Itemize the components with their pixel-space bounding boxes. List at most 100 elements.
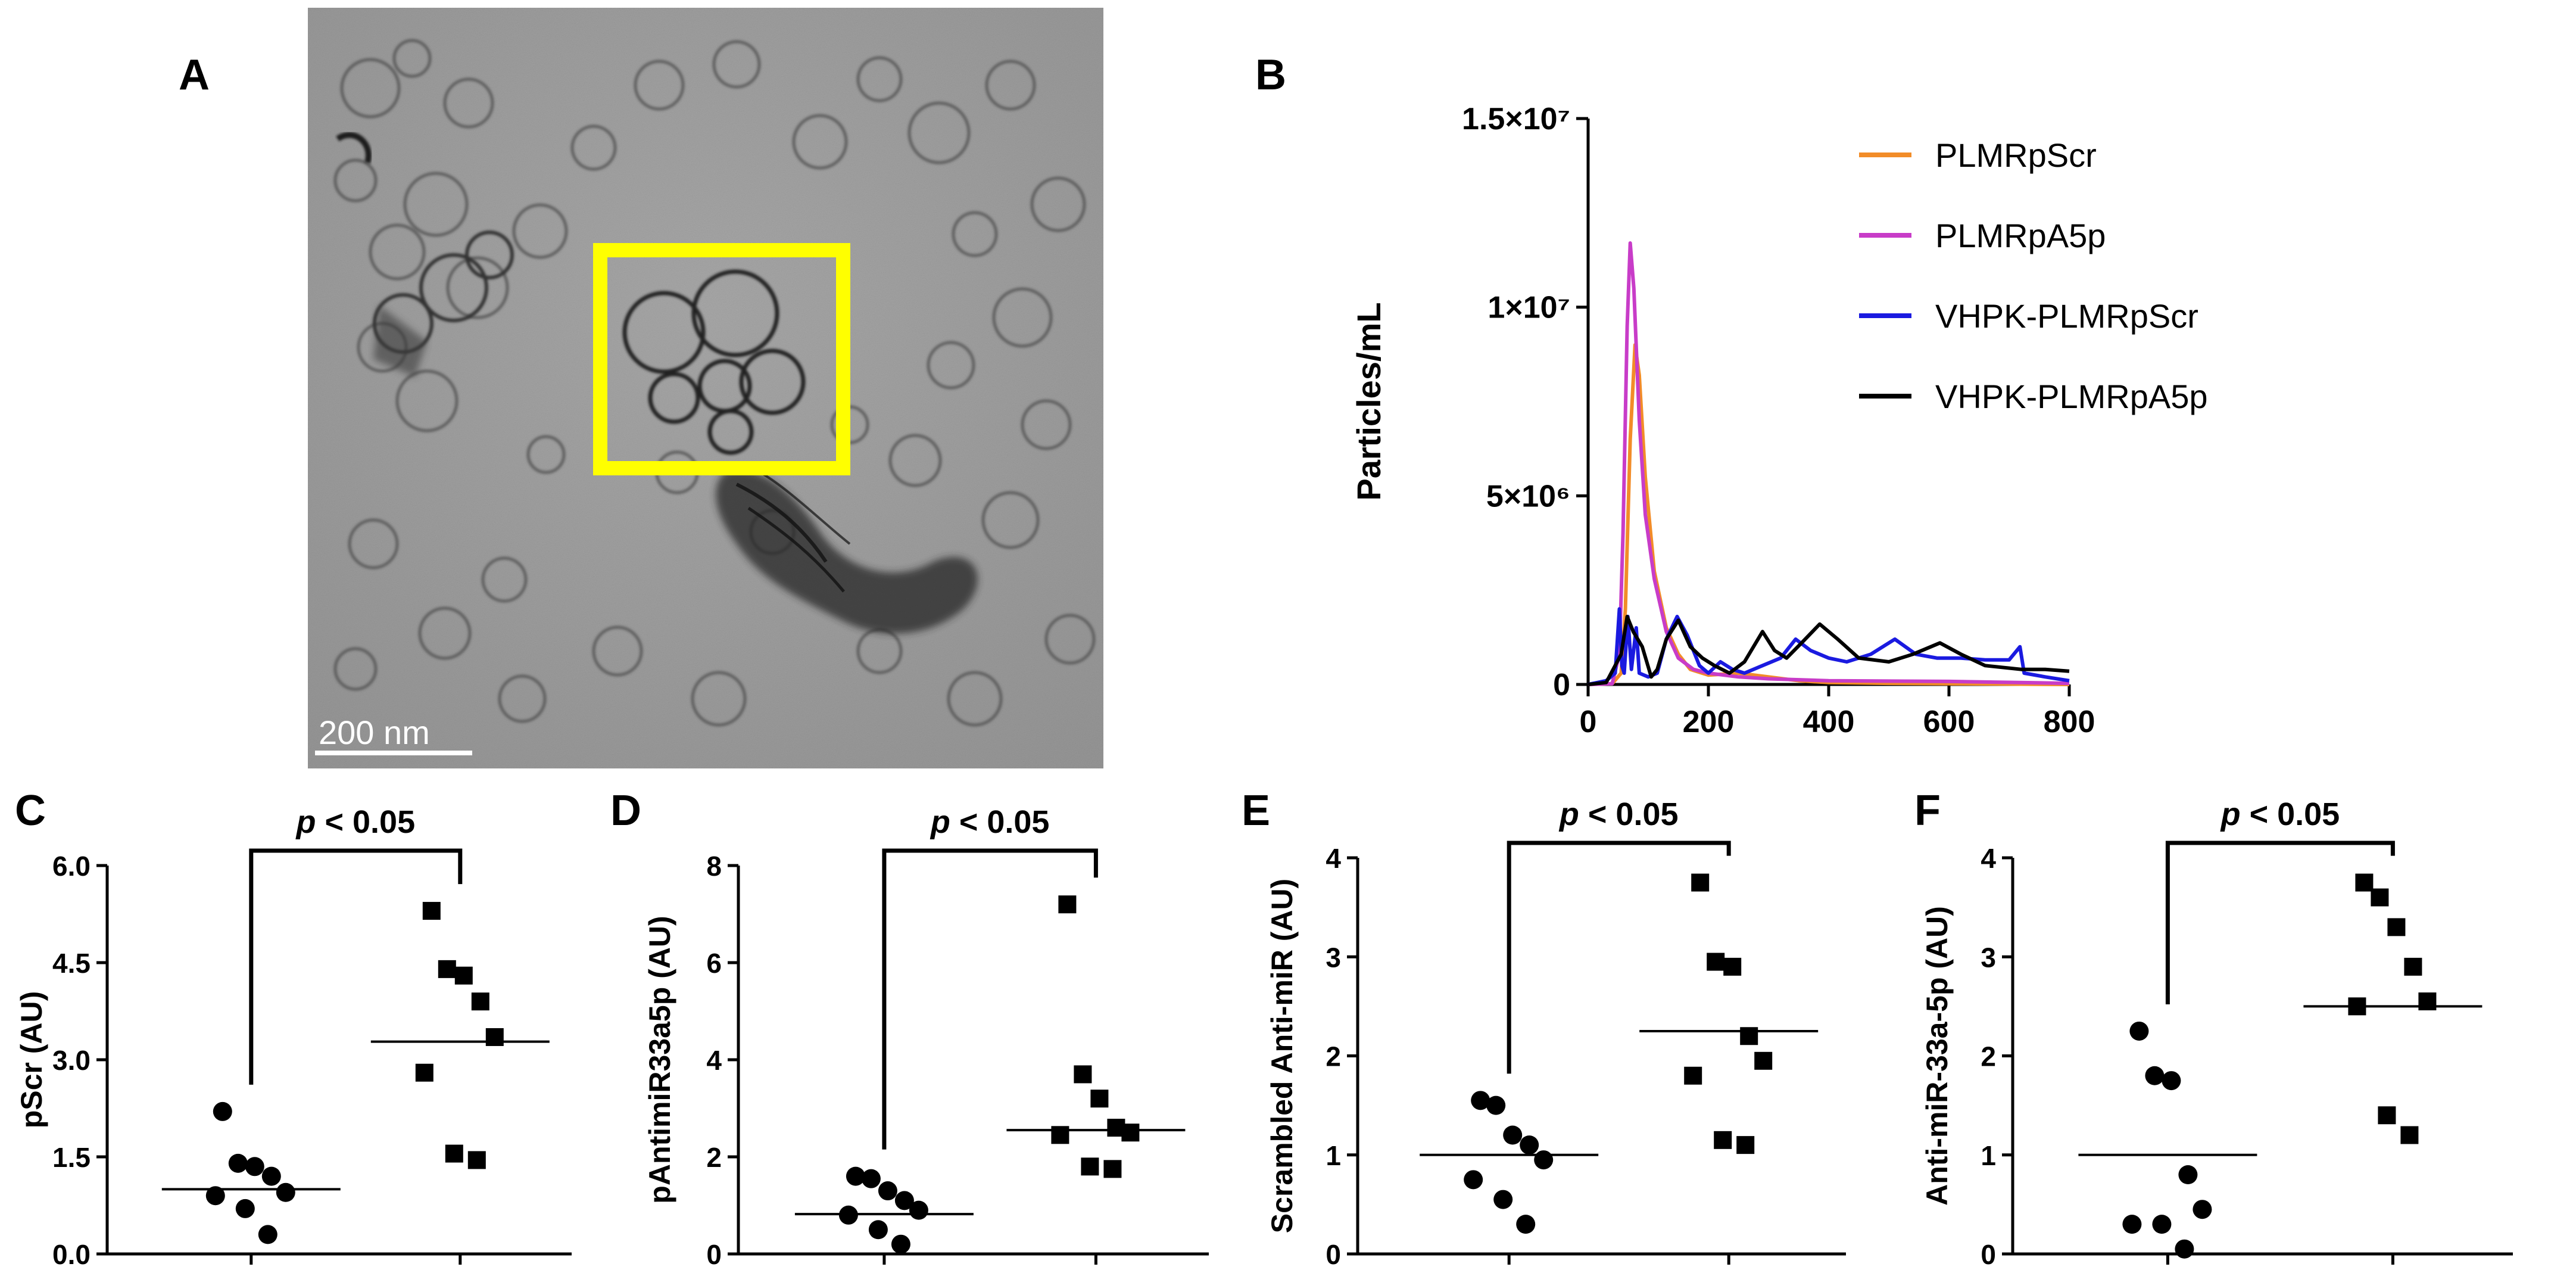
y-tick-label: 4	[1981, 843, 1996, 874]
legend-label: VHPK-PLMRpScr	[1935, 297, 2198, 335]
chart-c: 0.01.53.04.56.0VehicleLPSpScr (AU)p < 0.…	[15, 804, 572, 1270]
y-tick-label: 1	[1326, 1140, 1341, 1171]
chart-f-content: 01234VehicleLPSAnti-miR-33a-5p (AU)p < 0…	[1920, 796, 2513, 1270]
data-point	[454, 966, 473, 985]
data-point	[891, 1234, 910, 1254]
y-axis-label: Scrambled Anti-miR (AU)	[1265, 879, 1299, 1233]
y-tick-label: 2	[1326, 1041, 1341, 1072]
significance-label: p < 0.05	[1558, 796, 1679, 832]
data-point	[415, 1063, 434, 1082]
y-tick-label: 0	[706, 1239, 722, 1270]
panel-label-b: B	[1255, 51, 1286, 99]
significance-p: p	[2220, 796, 2241, 832]
scale-bar	[315, 751, 472, 755]
data-point	[205, 1186, 225, 1206]
y-axis-label: Anti-miR-33a-5p (AU)	[1920, 906, 1954, 1206]
data-point	[1103, 1160, 1122, 1178]
data-point	[1121, 1123, 1140, 1142]
chart-e: 01234VehicleLPSScrambled Anti-miR (AU)p …	[1265, 796, 1846, 1270]
data-point	[2162, 1071, 2181, 1091]
significance-p: p	[1558, 796, 1579, 832]
legend-label: VHPK-PLMRpA5p	[1935, 378, 2208, 415]
x-tick-label: 800	[2044, 705, 2095, 733]
series-line-plmrpa5p	[1588, 241, 2070, 686]
data-point	[2178, 1165, 2198, 1184]
data-point	[2404, 957, 2422, 976]
data-point	[894, 1191, 914, 1210]
data-point	[2371, 888, 2389, 907]
data-point	[471, 992, 489, 1011]
y-axis-label: pScr (AU)	[15, 991, 48, 1129]
highlight-box	[593, 243, 850, 475]
significance-p: p	[930, 804, 950, 840]
data-point	[258, 1225, 277, 1244]
data-point	[245, 1157, 264, 1176]
data-point	[1691, 873, 1710, 892]
data-point	[1471, 1091, 1490, 1110]
significance-bracket	[2165, 841, 2395, 1004]
data-point	[1740, 1027, 1758, 1045]
data-point	[1714, 1131, 1732, 1149]
data-point	[1090, 1090, 1109, 1108]
y-tick-label: 0.0	[52, 1239, 91, 1270]
data-point	[2418, 992, 2437, 1011]
data-point	[485, 1028, 504, 1046]
y-tick-label: 6.0	[52, 851, 91, 882]
y-tick-label: 2	[1981, 1041, 1996, 1072]
x-tick-label: 600	[1923, 705, 1975, 733]
data-point	[868, 1220, 888, 1240]
significance-threshold: < 0.05	[950, 804, 1050, 840]
chart-d: 02468VehicleLPSpAntimiR33a5p (AU)p < 0.0…	[643, 804, 1209, 1270]
data-point	[1074, 1065, 1092, 1084]
data-point	[1051, 1126, 1069, 1144]
data-point	[1464, 1170, 1483, 1190]
y-tick-label: 1	[1981, 1140, 1996, 1171]
y-axis-label: pAntimiR33a5p (AU)	[643, 916, 676, 1203]
data-point	[2122, 1215, 2142, 1234]
data-point	[1754, 1051, 1773, 1070]
y-tick-label: 8	[706, 851, 722, 882]
data-point	[228, 1153, 248, 1173]
data-point	[878, 1181, 897, 1201]
data-point	[2387, 918, 2406, 936]
data-point	[1684, 1066, 1702, 1085]
significance-bracket	[1507, 841, 1731, 1074]
significance-label: p < 0.05	[930, 804, 1050, 840]
chart-b-legend: PLMRpScr PLMRpA5p VHPK-PLMRpScr VHPK-PLMRpA…	[1859, 136, 2208, 415]
panel-label-d: D	[610, 787, 641, 835]
series-line-vhpk-plmrpa5p	[1588, 615, 2070, 686]
y-tick-label: 4	[1326, 843, 1341, 874]
y-tick-label: 1.5	[52, 1142, 91, 1173]
panel-label-c: C	[15, 787, 46, 835]
panel-label-e: E	[1242, 787, 1271, 835]
y-tick-label: 1×10⁷	[1487, 291, 1570, 325]
significance-bracket	[882, 848, 1098, 1150]
data-point	[2175, 1239, 2194, 1259]
data-point	[861, 1169, 881, 1188]
significance-threshold: < 0.05	[1579, 796, 1679, 832]
data-point	[2193, 1200, 2212, 1219]
data-point	[261, 1166, 281, 1186]
chart-f: 01234VehicleLPSAnti-miR-33a-5p (AU)p < 0…	[1920, 796, 2513, 1270]
data-point	[1520, 1135, 1539, 1155]
y-tick-label: 3	[1326, 942, 1341, 973]
x-tick-label: 0	[1580, 705, 1597, 733]
y-tick-label: 0	[1553, 668, 1570, 702]
legend-label: PLMRpA5p	[1935, 217, 2106, 254]
y-tick-label: 0	[1326, 1239, 1341, 1270]
data-point	[1058, 895, 1077, 914]
chart-c-content: 0.01.53.04.56.0VehicleLPSpScr (AU)p < 0.…	[15, 804, 572, 1270]
data-point	[2152, 1215, 2172, 1234]
data-point	[2378, 1106, 2396, 1125]
data-point	[1516, 1215, 1536, 1234]
data-point	[1534, 1150, 1554, 1170]
y-axis-label: Particles/mL	[1350, 302, 1387, 500]
y-tick-label: 2	[706, 1142, 722, 1173]
significance-p: p	[295, 804, 316, 840]
data-point	[438, 960, 456, 978]
significance-threshold: < 0.05	[316, 804, 415, 840]
y-tick-label: 0	[1981, 1239, 1996, 1270]
data-point	[1486, 1095, 1506, 1115]
